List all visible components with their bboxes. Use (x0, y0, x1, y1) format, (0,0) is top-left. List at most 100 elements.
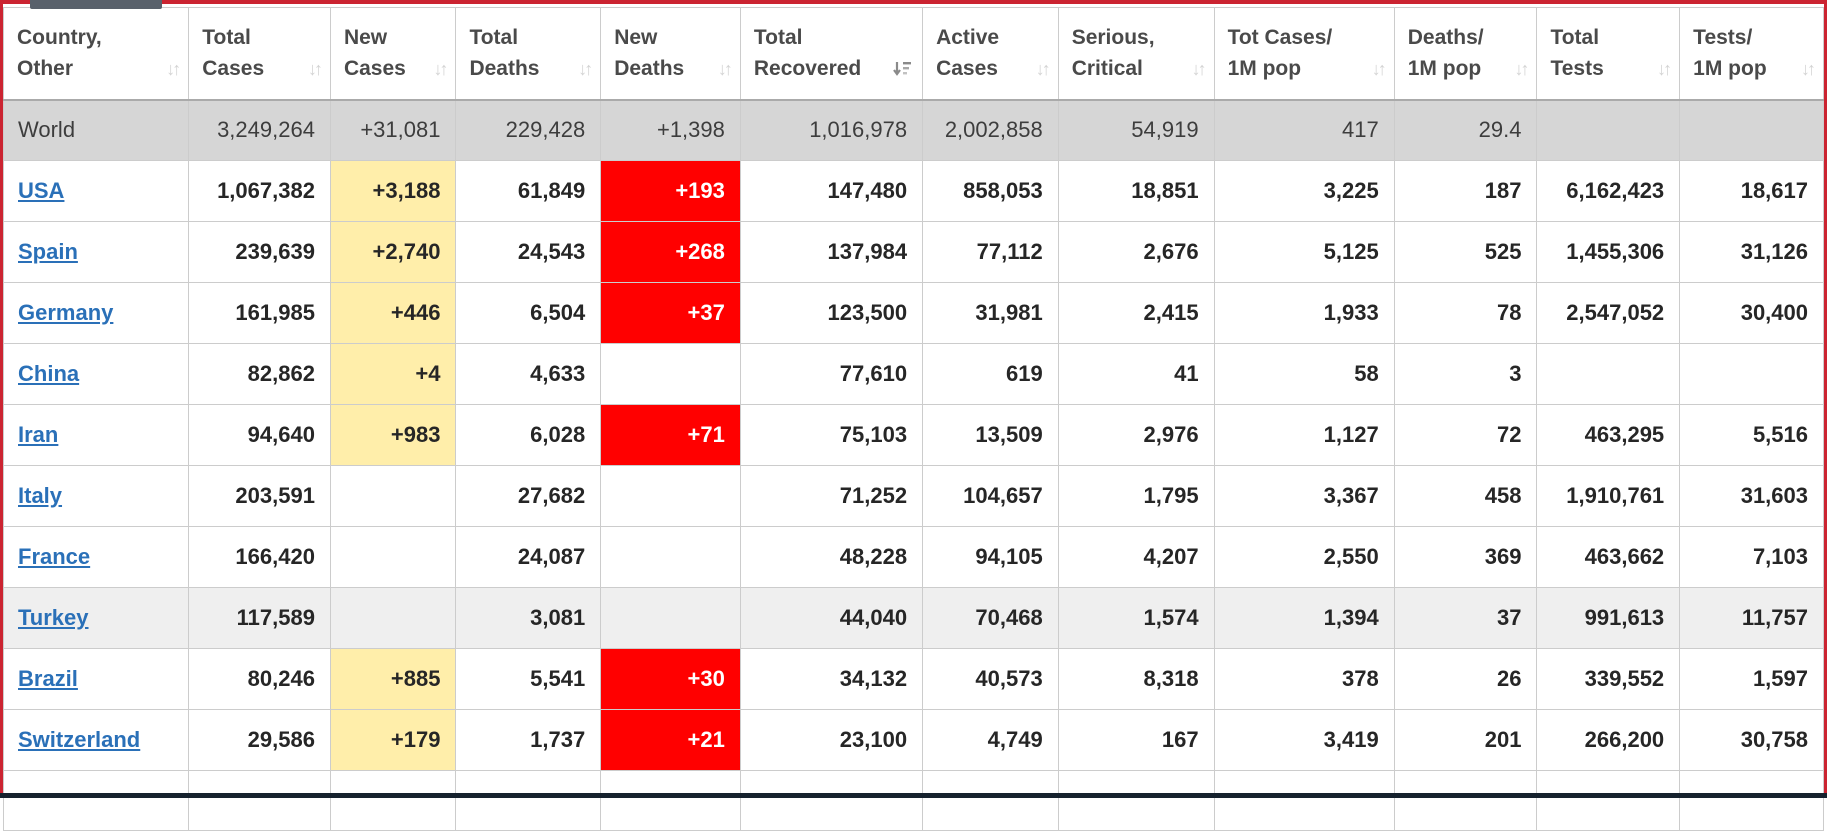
table-row-usa: USA 1,067,382 +3,188 61,849 +193 147,480 858,0… (2, 160, 1824, 222)
header-row: Country, Other ↓↑ Total Cases ↓↑ New Cases ↓↑ Tot… (2, 7, 1824, 101)
column-header-deaths-per-1m[interactable]: Deaths/1M pop ↓↑ (1393, 7, 1538, 101)
serious-critical-cell: 1,795 (1057, 465, 1215, 527)
cases-per-1m-cell: 58 (1213, 343, 1395, 405)
column-label-line2: Other (17, 57, 74, 81)
column-header-total-tests[interactable]: Total Tests ↓↑ (1536, 7, 1681, 101)
column-label-line1: Total (202, 25, 251, 49)
active-cases-cell: 104,657 (922, 465, 1059, 527)
empty-cell (1679, 770, 1824, 831)
country-link-iran[interactable]: Iran (18, 422, 59, 447)
country-link-france[interactable]: France (18, 544, 91, 569)
new-deaths-cell: +268 (600, 221, 741, 283)
sort-toggle-icon[interactable]: ↓↑ (433, 58, 448, 79)
sort-toggle-icon[interactable]: ↓↑ (1191, 58, 1207, 79)
new-cases-cell: +4 (329, 343, 457, 405)
column-label-line2: Cases (343, 57, 406, 81)
country-cell: Spain (2, 221, 190, 283)
sort-toggle-icon[interactable]: ↓↑ (1514, 58, 1529, 79)
sort-toggle-icon[interactable]: ↓↑ (1035, 58, 1051, 79)
serious-critical-cell: 4,207 (1057, 526, 1215, 588)
column-label-line1: Total (469, 25, 519, 49)
column-label-line1: Tot Cases/ (1227, 25, 1333, 49)
column-header-new-deaths[interactable]: New Deaths ↓↑ (600, 7, 741, 101)
tests-per-1m-cell: 30,400 (1679, 282, 1824, 344)
new-cases-cell: +446 (329, 282, 457, 344)
column-label-line2: 1M pop (1693, 57, 1767, 81)
sort-toggle-icon[interactable]: ↓↑ (717, 58, 733, 79)
total-tests-cell (1536, 99, 1681, 161)
total-cases-cell: 3,249,264 (188, 99, 331, 161)
empty-cell (739, 770, 924, 831)
active-cases-cell: 2,002,858 (922, 99, 1059, 161)
country-link-brazil[interactable]: Brazil (18, 666, 78, 691)
country-link-italy[interactable]: Italy (18, 483, 63, 508)
deaths-per-1m-cell: 26 (1393, 648, 1538, 710)
total-recovered-cell: 1,016,978 (739, 99, 924, 161)
sort-toggle-icon[interactable]: ↓↑ (166, 58, 181, 79)
sort-toggle-icon[interactable]: ↓↑ (578, 58, 593, 79)
column-header-total-deaths[interactable]: Total Deaths ↓↑ (455, 7, 602, 101)
column-label-line2: 1M pop (1227, 57, 1302, 81)
total-recovered-cell: 75,103 (739, 404, 924, 466)
country-cell: China (2, 343, 190, 405)
empty-cell (329, 770, 457, 831)
empty-cell (600, 770, 741, 831)
sort-toggle-icon[interactable]: ↓↑ (1801, 58, 1816, 79)
column-header-new-cases[interactable]: New Cases ↓↑ (329, 7, 457, 101)
active-cases-cell: 619 (922, 343, 1059, 405)
country-cell: World (2, 99, 190, 161)
column-header-total-cases[interactable]: Total Cases ↓↑ (188, 7, 331, 101)
column-header-tests-per-1m[interactable]: Tests/1M pop ↓↑ (1679, 7, 1824, 101)
new-deaths-cell: +30 (600, 648, 741, 710)
sort-toggle-icon[interactable]: ↓↑ (1371, 58, 1387, 79)
country-link-switzerland[interactable]: Switzerland (18, 727, 141, 752)
total-cases-cell: 239,639 (188, 221, 331, 283)
empty-cell (455, 770, 602, 831)
new-cases-cell: +885 (329, 648, 457, 710)
sort-active-desc-icon[interactable] (892, 60, 914, 78)
empty-cell (1213, 770, 1395, 831)
country-link-germany[interactable]: Germany (18, 300, 114, 325)
column-header-country[interactable]: Country, Other ↓↑ (2, 7, 190, 101)
cases-per-1m-cell: 1,394 (1213, 587, 1395, 649)
column-header-serious-critical[interactable]: Serious, Critical ↓↑ (1057, 7, 1215, 101)
country-cell: Germany (2, 282, 190, 344)
column-label-line1: Tests/ (1693, 25, 1753, 49)
tests-per-1m-cell: 11,757 (1679, 587, 1824, 649)
sort-toggle-icon[interactable]: ↓↑ (307, 58, 323, 79)
partial-clipped-row (2, 770, 1824, 831)
table-row-turkey: Turkey 117,589 3,081 44,040 70,468 1,574 1,394… (2, 587, 1824, 649)
table-row-italy: Italy 203,591 27,682 71,252 104,657 1,795 3,36… (2, 465, 1824, 527)
new-cases-cell (329, 465, 457, 527)
country-link-spain[interactable]: Spain (18, 239, 78, 264)
tests-per-1m-cell: 31,603 (1679, 465, 1824, 527)
total-deaths-cell: 4,633 (455, 343, 602, 405)
column-label-line2: Critical (1071, 57, 1143, 81)
table-row-switzerland: Switzerland 29,586 +179 1,737 +21 23,100 4,749… (2, 709, 1824, 771)
new-cases-cell: +2,740 (329, 221, 457, 283)
column-label-line2: 1M pop (1407, 57, 1482, 81)
total-deaths-cell: 6,504 (455, 282, 602, 344)
country-link-china[interactable]: China (18, 361, 80, 386)
new-cases-cell: +179 (329, 709, 457, 771)
total-cases-cell: 117,589 (188, 587, 331, 649)
country-link-usa[interactable]: USA (18, 178, 65, 203)
serious-critical-cell: 2,676 (1057, 221, 1215, 283)
sort-toggle-icon[interactable]: ↓↑ (1657, 58, 1672, 79)
column-header-total-recovered[interactable]: Total Recovered (739, 7, 924, 101)
total-recovered-cell: 71,252 (739, 465, 924, 527)
column-label-line1: Total (753, 25, 803, 49)
new-cases-cell (329, 587, 457, 649)
table-row-france: France 166,420 24,087 48,228 94,105 4,207 2,55… (2, 526, 1824, 588)
country-link-turkey[interactable]: Turkey (18, 605, 89, 630)
cases-per-1m-cell: 5,125 (1213, 221, 1395, 283)
column-header-active-cases[interactable]: Active Cases ↓↑ (922, 7, 1059, 101)
total-cases-cell: 161,985 (188, 282, 331, 344)
table-row-germany: Germany 161,985 +446 6,504 +37 123,500 31,981 2… (2, 282, 1824, 344)
total-tests-cell: 339,552 (1536, 648, 1681, 710)
column-label-line2: Cases (202, 57, 265, 81)
total-cases-cell: 80,246 (188, 648, 331, 710)
column-header-cases-per-1m[interactable]: Tot Cases/1M pop ↓↑ (1213, 7, 1395, 101)
empty-cell (922, 770, 1059, 831)
total-cases-cell: 1,067,382 (188, 160, 331, 222)
